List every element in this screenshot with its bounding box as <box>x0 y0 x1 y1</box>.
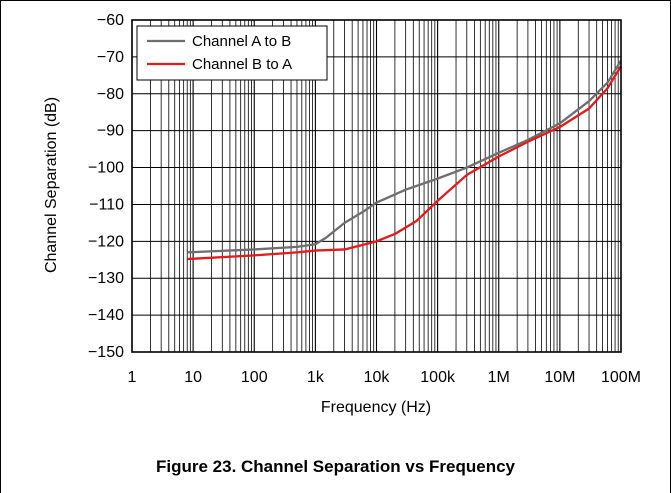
y-tick-label: −110 <box>89 196 124 213</box>
x-tick-label: 1M <box>488 369 510 386</box>
y-axis-label: Channel Separation (dB) <box>43 97 60 273</box>
series-lines <box>187 59 622 261</box>
x-tick-label: 100M <box>601 369 641 386</box>
legend-box <box>136 25 328 81</box>
x-tick-label: 1 <box>128 369 137 386</box>
y-tick-label: −90 <box>97 123 124 140</box>
y-tick-label: −60 <box>97 12 124 29</box>
legend-entry: Channel A to B <box>192 33 291 50</box>
plot-border <box>131 19 622 353</box>
y-tick-label: −70 <box>97 49 124 66</box>
y-tick-label: −100 <box>88 160 124 177</box>
legend-entry: Channel B to A <box>192 56 292 73</box>
y-tick-label: −130 <box>88 270 124 287</box>
x-tick-label: 10k <box>364 369 391 386</box>
y-tick-label: −140 <box>88 307 124 324</box>
x-tick-label: 100 <box>241 369 268 386</box>
axes: 1 10 100 1k 10k 100k 1M 10M 100M −60 −70 −80 −90 −100… <box>88 12 641 386</box>
figure-top-border <box>0 0 671 1</box>
x-tick-label: 10M <box>544 369 575 386</box>
channel-separation-chart: 1 10 100 1k 10k 100k 1M 10M 100M −60 −70 −80 −90 −100… <box>43 12 641 416</box>
figure-caption: Figure 23. Channel Separation vs Frequen… <box>156 457 515 476</box>
series-line-a-to-b <box>187 59 622 254</box>
legend: Channel A to B Channel B to A <box>136 25 328 81</box>
x-tick-label: 100k <box>420 369 456 386</box>
series-line-b-to-a <box>187 65 622 261</box>
x-tick-label: 1k <box>307 369 325 386</box>
x-axis-label: Frequency (Hz) <box>321 399 431 416</box>
y-tick-label: −120 <box>88 233 124 250</box>
x-tick-label: 10 <box>184 369 202 386</box>
y-tick-label: −150 <box>88 344 124 361</box>
y-tick-label: −80 <box>97 86 124 103</box>
